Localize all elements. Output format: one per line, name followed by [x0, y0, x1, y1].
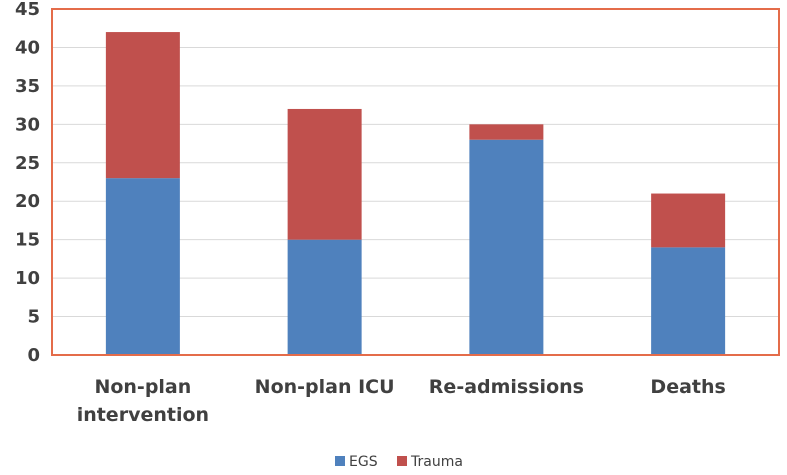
legend-label: EGS	[349, 454, 378, 470]
bar-trauma	[651, 193, 726, 248]
bars	[105, 32, 726, 355]
x-category-label: Non-plan	[94, 376, 191, 398]
bar-trauma	[469, 124, 544, 140]
x-category-label: Deaths	[650, 376, 725, 398]
y-axis-tick-labels: 0 5 10 15 20 25 30 35 40 45	[15, 0, 40, 366]
legend: EGS Trauma	[335, 454, 463, 470]
bar-egs	[651, 247, 726, 355]
y-tick-label: 40	[15, 37, 40, 58]
bar-egs	[469, 139, 544, 355]
legend-swatch-trauma	[397, 456, 407, 466]
x-category-label: Re-admissions	[429, 376, 584, 398]
y-tick-label: 15	[15, 230, 40, 251]
y-tick-label: 0	[27, 345, 40, 366]
legend-swatch-egs	[335, 456, 345, 466]
bar-egs	[287, 239, 362, 355]
bar-egs	[105, 178, 180, 355]
x-category-label: Non-plan ICU	[255, 376, 395, 398]
bar-trauma	[287, 108, 362, 240]
y-tick-label: 30	[15, 114, 40, 135]
y-tick-label: 5	[27, 307, 40, 328]
y-tick-label: 25	[15, 153, 40, 174]
y-tick-label: 35	[15, 76, 40, 97]
y-tick-label: 20	[15, 191, 40, 212]
plot-area-border	[51, 8, 780, 356]
x-axis-category-labels: Non-plan intervention Non-plan ICU Re-admis…	[77, 376, 726, 426]
y-tick-label: 45	[15, 0, 40, 20]
x-category-label: intervention	[77, 404, 209, 426]
bar-trauma	[105, 32, 180, 179]
y-tick-label: 10	[15, 268, 40, 289]
legend-label: Trauma	[410, 454, 463, 470]
